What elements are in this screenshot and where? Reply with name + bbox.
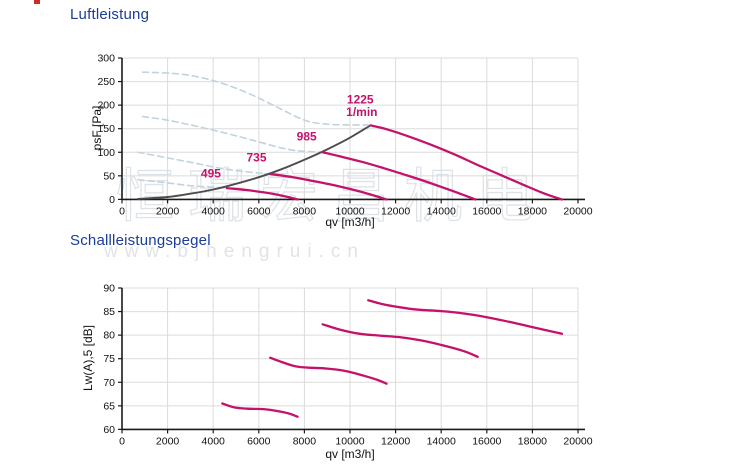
y-tick-label: 85 bbox=[103, 306, 115, 318]
x-tick-label: 16000 bbox=[472, 435, 501, 447]
y-tick-label: 0 bbox=[109, 194, 115, 206]
speed-label-985: 985 bbox=[297, 129, 317, 143]
speed-label-1225: 1225 bbox=[347, 93, 374, 107]
x-tick-label: 10000 bbox=[335, 435, 364, 447]
speed-label-735: 735 bbox=[247, 151, 267, 165]
x-tick-label: 6000 bbox=[247, 435, 271, 447]
x-tick-label: 4000 bbox=[202, 205, 226, 217]
corner-mark bbox=[34, 0, 40, 4]
y-tick-label: 70 bbox=[103, 377, 115, 389]
series-495-rpm bbox=[225, 186, 299, 201]
series-system-boundary bbox=[137, 124, 372, 200]
y-tick-label: 250 bbox=[97, 76, 115, 88]
y-tick-label: 75 bbox=[103, 353, 115, 365]
sound-y-axis-label: Lw(A),5 [dB] bbox=[81, 324, 95, 392]
airflow-x-axis-label: qv [m3/h] bbox=[325, 215, 375, 229]
y-tick-label: 300 bbox=[97, 53, 115, 65]
y-tick-label: 65 bbox=[103, 400, 115, 412]
series-495-rpm-noise bbox=[221, 402, 299, 418]
y-tick-label: 60 bbox=[103, 424, 115, 436]
x-tick-label: 0 bbox=[119, 205, 125, 217]
sound-plot: 60 65 70 75 80 85 90 0 2000 4000 6000 8000 10000 1200… bbox=[103, 283, 592, 448]
x-tick-label: 4000 bbox=[202, 435, 226, 447]
series-735-rpm bbox=[269, 172, 388, 201]
x-tick-label: 16000 bbox=[472, 205, 501, 217]
x-tick-label: 12000 bbox=[381, 205, 410, 217]
series-985-rpm bbox=[321, 151, 477, 201]
y-tick-label: 90 bbox=[103, 283, 115, 295]
x-tick-label: 14000 bbox=[427, 435, 456, 447]
x-tick-label: 12000 bbox=[381, 435, 410, 447]
x-tick-label: 8000 bbox=[293, 205, 317, 217]
series-1225-rpm-noise bbox=[367, 299, 564, 335]
series-1225-rpm bbox=[369, 124, 564, 201]
x-tick-label: 20000 bbox=[563, 435, 592, 447]
x-tick-label: 18000 bbox=[518, 205, 547, 217]
series-735-rpm-noise bbox=[269, 356, 388, 385]
speed-label-1/min: 1/min bbox=[346, 105, 377, 119]
series-1225-unstable-region bbox=[141, 71, 369, 126]
speed-label-495: 495 bbox=[201, 167, 221, 181]
airflow-chart-title: Luftleistung bbox=[70, 6, 150, 23]
y-tick-label: 200 bbox=[97, 100, 115, 112]
x-tick-label: 0 bbox=[119, 435, 125, 447]
y-tick-label: 150 bbox=[97, 123, 115, 135]
airflow-y-axis-label: psF [Pa] bbox=[90, 105, 104, 151]
series-985-unstable-region bbox=[141, 115, 324, 154]
airflow-plot: 0 50 100 150 200 250 300 0 2000 4000 6000 8000 10000… bbox=[97, 53, 592, 218]
y-tick-label: 80 bbox=[103, 330, 115, 342]
y-tick-label: 50 bbox=[103, 170, 115, 182]
x-tick-label: 6000 bbox=[247, 205, 271, 217]
x-tick-label: 2000 bbox=[156, 435, 180, 447]
sound-chart-title: Schallleistungspegel bbox=[70, 232, 211, 249]
x-tick-label: 8000 bbox=[293, 435, 317, 447]
series-735-unstable-region bbox=[137, 151, 271, 175]
x-tick-label: 18000 bbox=[518, 435, 547, 447]
sound-x-axis-label: qv [m3/h] bbox=[325, 447, 375, 461]
series-985-rpm-noise bbox=[321, 323, 479, 358]
x-tick-label: 10000 bbox=[335, 205, 364, 217]
y-tick-label: 100 bbox=[97, 147, 115, 159]
x-tick-label: 14000 bbox=[427, 205, 456, 217]
x-tick-label: 2000 bbox=[156, 205, 180, 217]
x-tick-label: 20000 bbox=[563, 205, 592, 217]
